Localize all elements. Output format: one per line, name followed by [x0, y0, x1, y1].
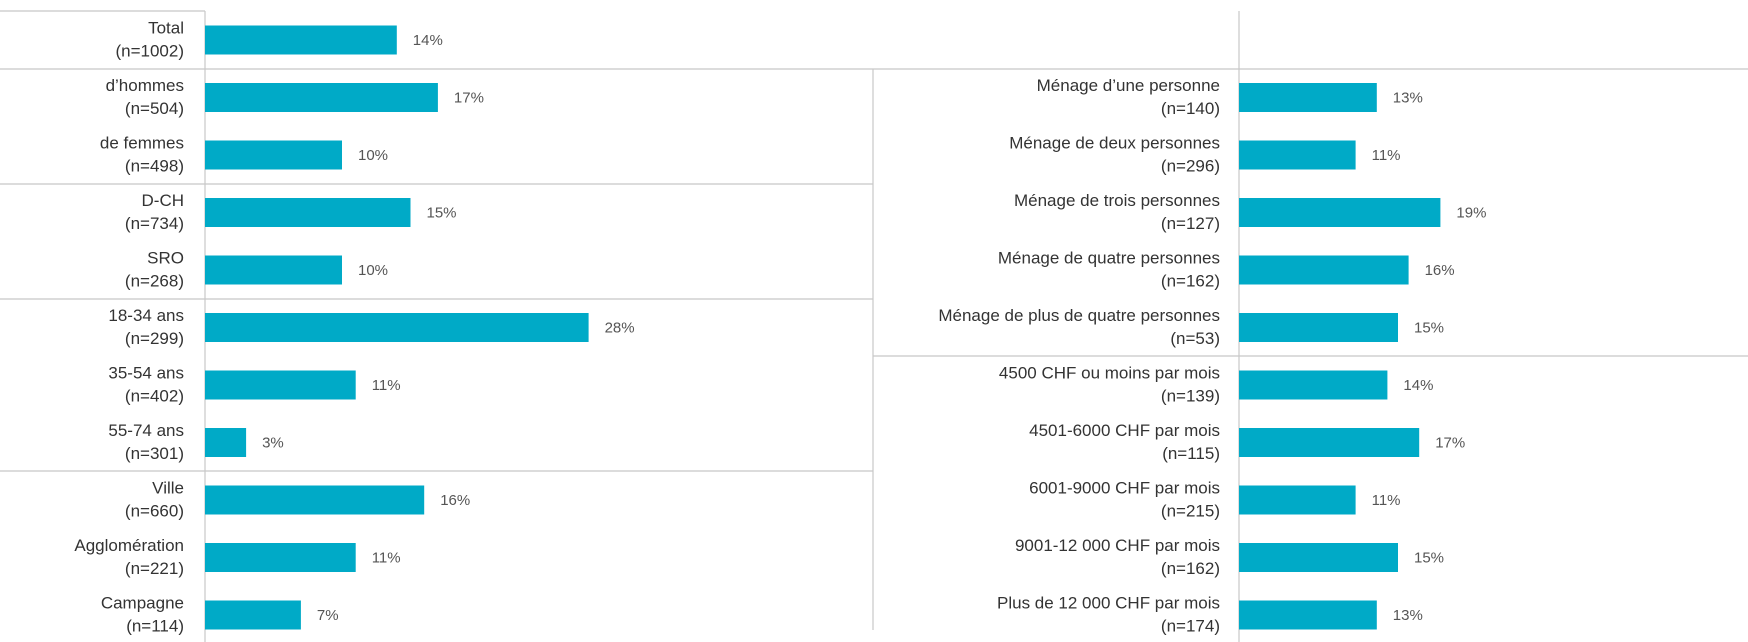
- category-label: Agglomération: [74, 536, 184, 555]
- value-label: 15%: [1414, 319, 1444, 336]
- value-label: 7%: [317, 607, 339, 624]
- category-label: 4500 CHF ou moins par mois: [999, 363, 1220, 382]
- category-label: Plus de 12 000 CHF par mois: [997, 593, 1220, 612]
- bar: [205, 428, 247, 457]
- value-label: 15%: [1414, 549, 1444, 566]
- category-label: Ménage d’une personne: [1037, 76, 1220, 95]
- bar: [205, 485, 425, 515]
- value-label: 10%: [358, 147, 388, 164]
- value-label: 11%: [372, 549, 401, 566]
- category-label: Ville: [152, 478, 184, 497]
- value-label: 11%: [1372, 147, 1401, 164]
- bar: [205, 370, 356, 400]
- value-label: 13%: [1393, 607, 1423, 624]
- value-label: 28%: [605, 319, 635, 336]
- bar: [205, 255, 342, 285]
- value-label: 10%: [358, 262, 388, 279]
- sample-size-label: (n=114): [126, 616, 184, 635]
- value-label: 16%: [440, 492, 470, 509]
- bar: [1239, 83, 1377, 112]
- category-label: 55-74 ans: [108, 421, 184, 440]
- sample-size-label: (n=268): [125, 271, 184, 290]
- value-label: 17%: [454, 89, 484, 106]
- category-label: Total: [148, 18, 184, 37]
- category-label: d’hommes: [106, 76, 184, 95]
- bar: [205, 313, 589, 342]
- sample-size-label: (n=139): [1161, 386, 1220, 405]
- category-label: 35-54 ans: [108, 363, 184, 382]
- bar: [205, 198, 411, 227]
- sample-size-label: (n=215): [1161, 501, 1220, 520]
- value-label: 17%: [1435, 434, 1465, 451]
- sample-size-label: (n=299): [125, 329, 184, 348]
- value-label: 16%: [1425, 262, 1455, 279]
- category-label: Ménage de deux personnes: [1009, 133, 1220, 152]
- value-label: 14%: [413, 32, 443, 49]
- bar: [205, 25, 397, 55]
- category-label: Campagne: [101, 593, 184, 612]
- bar: [1239, 313, 1398, 342]
- sample-size-label: (n=296): [1161, 156, 1220, 175]
- sample-size-label: (n=127): [1161, 214, 1220, 233]
- value-label: 15%: [427, 204, 457, 221]
- bar: [1239, 485, 1356, 515]
- sample-size-label: (n=1002): [115, 41, 184, 60]
- value-label: 11%: [372, 377, 401, 394]
- bar: [1239, 600, 1377, 630]
- category-label: de femmes: [100, 133, 184, 152]
- category-label: 6001-9000 CHF par mois: [1029, 478, 1220, 497]
- sample-size-label: (n=734): [125, 214, 184, 233]
- sample-size-label: (n=115): [1162, 444, 1220, 463]
- sample-size-label: (n=221): [125, 559, 184, 578]
- category-label: D-CH: [142, 191, 185, 210]
- bar: [1239, 198, 1441, 227]
- bar: [1239, 370, 1388, 400]
- bar: [205, 83, 438, 112]
- bar: [1239, 543, 1398, 572]
- bar: [205, 600, 301, 630]
- bar: [1239, 428, 1420, 457]
- category-label: 9001-12 000 CHF par mois: [1015, 536, 1220, 555]
- sample-size-label: (n=174): [1161, 616, 1220, 635]
- bar: [1239, 140, 1356, 170]
- bar: [205, 543, 356, 572]
- category-label: SRO: [147, 248, 184, 267]
- sample-size-label: (n=162): [1161, 271, 1220, 290]
- category-label: 18-34 ans: [108, 306, 184, 325]
- sample-size-label: (n=53): [1170, 329, 1220, 348]
- bar: [1239, 255, 1409, 285]
- sample-size-label: (n=504): [125, 99, 184, 118]
- value-label: 3%: [262, 434, 284, 451]
- sample-size-label: (n=301): [125, 444, 184, 463]
- sample-size-label: (n=402): [125, 386, 184, 405]
- sample-size-label: (n=140): [1161, 99, 1220, 118]
- value-label: 14%: [1403, 377, 1433, 394]
- sample-size-label: (n=162): [1161, 559, 1220, 578]
- category-label: Ménage de trois personnes: [1014, 191, 1220, 210]
- sample-size-label: (n=498): [125, 156, 184, 175]
- bar: [205, 140, 342, 170]
- category-label: Ménage de plus de quatre personnes: [938, 306, 1220, 325]
- value-label: 13%: [1393, 89, 1423, 106]
- category-label: 4501-6000 CHF par mois: [1029, 421, 1220, 440]
- category-label: Ménage de quatre personnes: [998, 248, 1220, 267]
- sample-size-label: (n=660): [125, 501, 184, 520]
- value-label: 19%: [1456, 204, 1486, 221]
- value-label: 11%: [1372, 492, 1401, 509]
